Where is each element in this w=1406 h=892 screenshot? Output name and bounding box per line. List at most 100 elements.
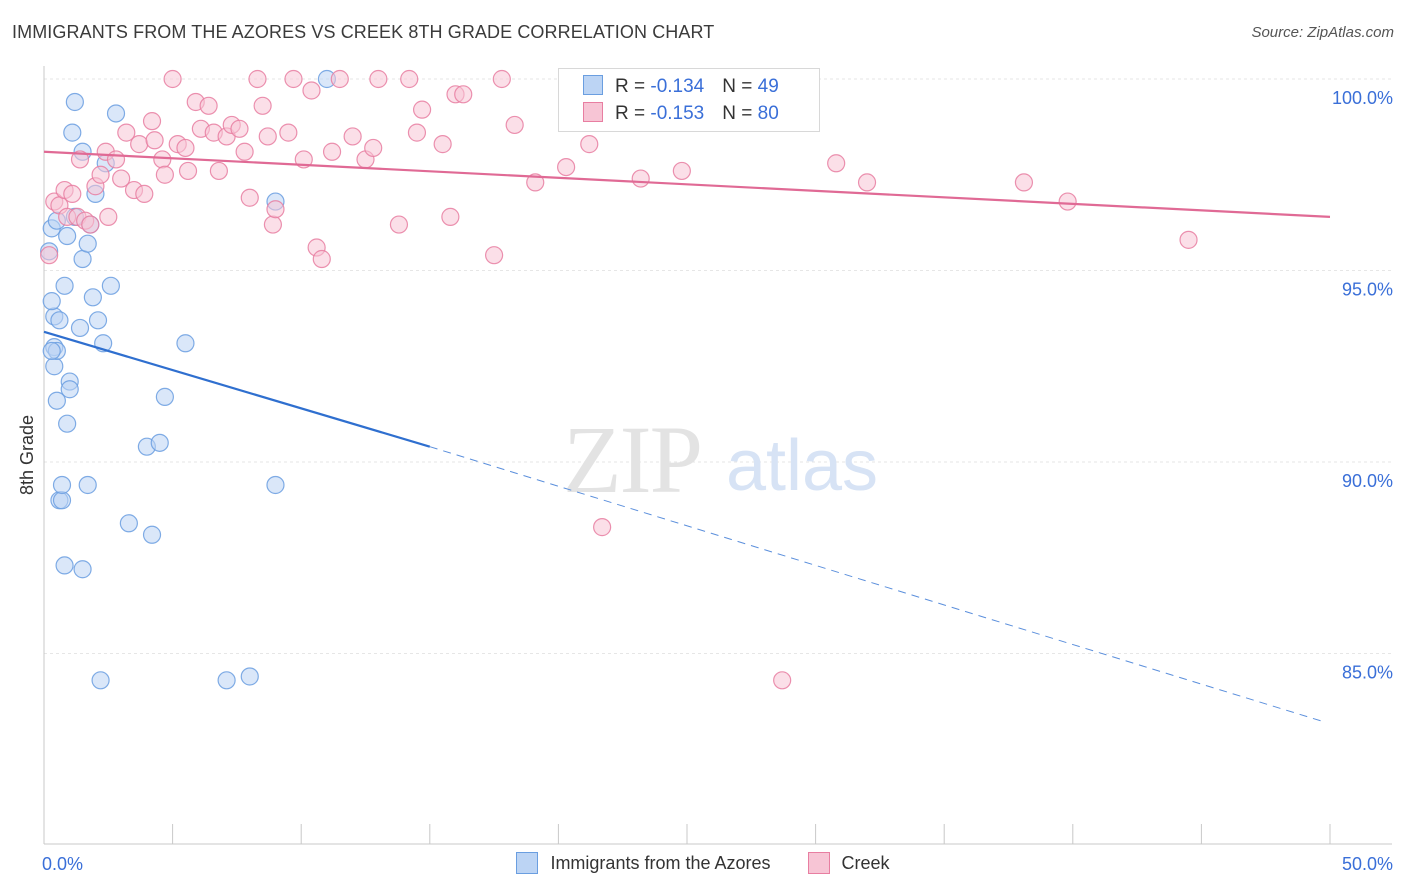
creek-point [81,215,100,234]
creek-point [63,184,82,203]
azores-point [52,491,72,510]
creek-point [580,135,599,154]
creek-point [407,123,427,142]
creek-point [145,131,164,150]
y-tick-label: 95.0% [1342,280,1393,300]
azores-point [73,249,92,269]
creek-point [400,69,419,89]
creek-point [773,671,792,690]
watermark: ZIP atlas [563,406,878,513]
creek-point [505,115,524,135]
azores-point [88,311,108,330]
azores-point [155,387,174,406]
creek-point [106,150,126,169]
stats-legend: R = -0.134 N = 49 R = -0.153 N = 80 [558,68,820,132]
creek-point [1058,192,1077,211]
legend-swatch-azores [516,852,539,874]
creek-point [248,69,267,89]
creek-point [176,138,195,158]
creek-point [557,157,576,177]
azores-point [70,318,90,338]
azores-trend-extension [429,446,1327,723]
azores-point [106,104,126,123]
azores-point [63,123,82,142]
axes [43,66,1392,845]
creek-point [258,127,277,146]
series-legend: Immigrants from the Azores Creek [0,852,1406,879]
creek-point [130,135,149,154]
creek-point [112,169,131,188]
creek-swatch [583,102,603,122]
azores-point [55,556,74,575]
azores-n-value: 49 [757,76,779,97]
creek-r-label: R = [615,103,651,124]
creek-point [1014,173,1034,192]
creek-point [253,96,272,115]
creek-point [91,165,110,184]
trend-lines [43,150,1331,723]
tick-labels: 85.0% 90.0% 95.0% 100.0% 0.0% 50.0% [42,88,1393,874]
creek-point [142,112,162,131]
azores-point [55,276,74,295]
azores-point [150,433,169,452]
chart-title: IMMIGRANTS FROM THE AZORES VS CREEK 8TH … [12,22,715,42]
creek-r-value: -0.153 [650,103,705,124]
creek-point [485,246,504,265]
watermark-zip: ZIP [563,406,701,513]
azores-point [47,391,66,410]
creek-point [631,169,650,188]
creek-point [441,207,460,226]
azores-swatch [583,75,603,95]
azores-point [73,560,92,579]
creek-point [526,173,545,192]
creek-point [312,249,331,269]
creek-point [99,207,118,226]
azores-point [142,525,162,544]
creek-point [454,85,473,104]
creek-point [389,215,409,234]
watermark-atlas: atlas [726,426,878,506]
creek-n-label: N = [722,103,758,124]
azores-n-label: N = [722,76,758,97]
creek-point [153,150,172,169]
legend-item-azores[interactable]: Immigrants from the Azores [516,852,771,874]
creek-point [492,69,511,89]
creek-point [155,165,174,184]
azores-r-value: -0.134 [650,76,705,97]
azores-point [101,276,120,295]
stats-row-creek: R = -0.153 N = 80 [583,102,779,126]
azores-point [176,334,195,353]
creek-point [235,142,254,161]
creek-point [330,69,349,89]
legend-item-creek[interactable]: Creek [807,852,890,874]
creek-point [369,69,388,89]
azores-point [58,226,77,246]
azores-r-label: R = [615,76,651,97]
creek-point [266,200,285,219]
azores-point [42,341,61,361]
creek-point [40,246,59,265]
creek-point [199,96,218,115]
creek-point [1179,230,1198,249]
azores-trend-line [43,330,431,448]
creek-point [412,100,432,119]
creek-point [263,215,283,234]
azores-point [78,234,97,253]
creek-point [163,69,182,89]
azores-point [266,475,285,495]
azores-point [119,514,138,533]
creek-n-value: 80 [757,103,779,124]
creek-trend-line [43,150,1331,218]
creek-point [240,188,259,207]
creek-point [178,161,198,181]
creek-point [857,173,877,192]
creek-point [117,123,136,142]
creek-point [135,184,154,203]
azores-point [83,288,102,307]
y-tick-label: 90.0% [1342,471,1393,491]
azores-point [91,671,110,690]
azores-point [217,671,236,690]
legend-label-creek: Creek [841,852,890,873]
legend-swatch-creek [807,852,830,874]
